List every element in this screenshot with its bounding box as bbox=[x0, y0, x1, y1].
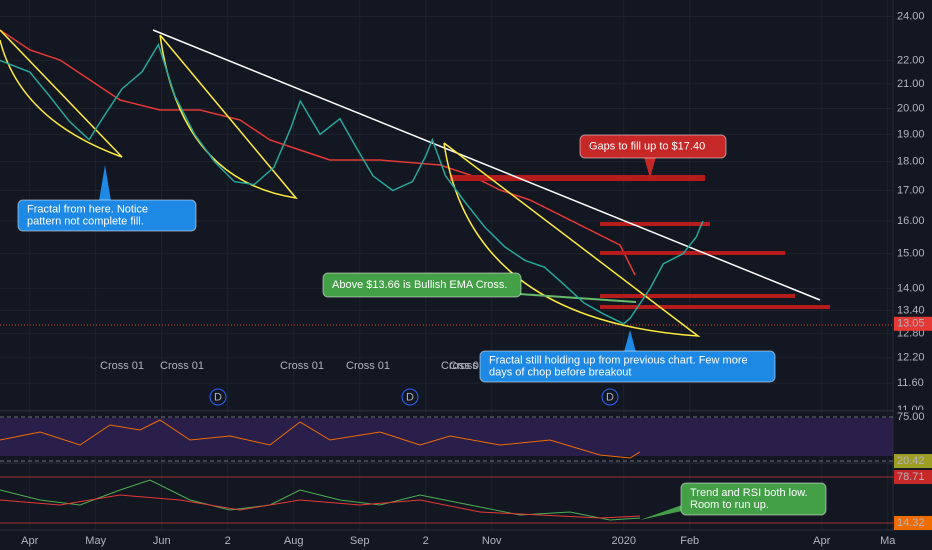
fractal bbox=[443, 142, 701, 337]
annotation-pointer bbox=[644, 157, 656, 178]
annotation-text: pattern not complete fill. bbox=[27, 215, 144, 227]
annotation-pointer bbox=[99, 165, 111, 201]
trend-line-indicator bbox=[0, 494, 641, 519]
indicator-tick-box bbox=[894, 469, 932, 484]
indicator-tick-box bbox=[894, 410, 932, 425]
dividend-label: D bbox=[214, 391, 222, 403]
x-tick-label: Aug bbox=[284, 535, 304, 547]
y-tick-label: 17.00 bbox=[897, 184, 925, 196]
annotation-pointer bbox=[640, 505, 682, 520]
y-tick-label: 13.40 bbox=[897, 304, 925, 316]
annotation: Above $13.66 is Bullish EMA Cross. bbox=[322, 272, 522, 298]
x-tick-label: Apr bbox=[813, 535, 830, 547]
gap-zone bbox=[600, 222, 710, 226]
y-tick-label: 15.00 bbox=[897, 247, 925, 259]
last-price-label: 13.05 bbox=[897, 318, 925, 330]
y-tick-label: 24.00 bbox=[897, 10, 925, 22]
indicator-tick-box bbox=[894, 515, 932, 530]
annotation: Fractal still holding up from previous c… bbox=[479, 330, 776, 383]
y-tick-label: 20.00 bbox=[897, 102, 925, 114]
annotation-text: Above $13.66 is Bullish EMA Cross. bbox=[332, 279, 507, 291]
ema-step bbox=[0, 29, 636, 276]
indicator-tick-label: 75.00 bbox=[897, 411, 925, 423]
annotation: Gaps to fill up to $17.40 bbox=[579, 134, 727, 178]
cross-label: Cross 01 bbox=[160, 360, 204, 372]
dividend-marker bbox=[209, 388, 227, 406]
annotation-box bbox=[322, 272, 522, 298]
y-tick-label: 18.00 bbox=[897, 156, 925, 168]
dividend-marker bbox=[401, 388, 419, 406]
x-tick-label: 2 bbox=[423, 535, 429, 547]
y-tick-label: 21.00 bbox=[897, 78, 925, 90]
x-tick-label: Ma bbox=[880, 535, 896, 547]
trend-line bbox=[152, 29, 821, 301]
indicator-tick-label: 78.71 bbox=[897, 471, 925, 483]
x-tick-label: Jun bbox=[153, 535, 171, 547]
annotation-text: Fractal still holding up from previous c… bbox=[489, 354, 748, 366]
gap-zone bbox=[450, 175, 705, 181]
cross-label: Cross 01 bbox=[280, 360, 324, 372]
rsi-line bbox=[0, 419, 641, 459]
x-tick-label: Feb bbox=[680, 535, 699, 547]
annotation-box bbox=[479, 350, 776, 383]
y-tick-label: 11.60 bbox=[897, 377, 924, 389]
x-tick-label: 2020 bbox=[611, 535, 635, 547]
fractal bbox=[0, 29, 123, 158]
annotation-text: Gaps to fill up to $17.40 bbox=[589, 140, 705, 152]
annotation-text: Trend and RSI both low. bbox=[690, 487, 808, 499]
indicator-tick-label: 20.42 bbox=[897, 455, 925, 467]
last-price-box bbox=[894, 316, 932, 331]
y-tick-label: 19.00 bbox=[897, 128, 925, 140]
gap-zone bbox=[600, 251, 785, 255]
cross-label: Cross 01 bbox=[346, 360, 390, 372]
price-line bbox=[0, 42, 704, 325]
annotation: Trend and RSI both low.Room to run up. bbox=[640, 482, 827, 520]
x-tick-label: 2 bbox=[225, 535, 231, 547]
annotation-text: Fractal from here. Notice bbox=[27, 203, 148, 215]
cross-label: Cross 01 bbox=[441, 360, 485, 372]
y-tick-label: 12.20 bbox=[897, 352, 925, 364]
annotation-text: Room to run up. bbox=[690, 499, 769, 511]
x-tick-label: Apr bbox=[21, 535, 38, 547]
indicator-tick-label: 14.32 bbox=[897, 517, 925, 529]
gap-zone bbox=[600, 294, 795, 298]
x-tick-label: May bbox=[85, 535, 106, 547]
annotation-box bbox=[17, 199, 197, 232]
indicator-tick-box bbox=[894, 454, 932, 469]
annotation-text: days of chop before breakout bbox=[489, 366, 631, 378]
y-tick-label: 16.00 bbox=[897, 215, 925, 227]
dividend-label: D bbox=[606, 391, 614, 403]
x-tick-label: Sep bbox=[350, 535, 370, 547]
x-tick-label: Nov bbox=[482, 535, 502, 547]
y-tick-label: 22.00 bbox=[897, 54, 925, 66]
y-tick-label: 14.00 bbox=[897, 282, 925, 294]
gap-zone bbox=[600, 305, 830, 309]
cross-label: Cross 01 bbox=[100, 360, 144, 372]
annotation-pointer bbox=[624, 330, 636, 352]
trend-line-indicator bbox=[0, 479, 641, 521]
annotation-box bbox=[579, 134, 727, 159]
dividend-label: D bbox=[406, 391, 414, 403]
dividend-marker bbox=[601, 388, 619, 406]
annotation-box bbox=[680, 482, 827, 516]
